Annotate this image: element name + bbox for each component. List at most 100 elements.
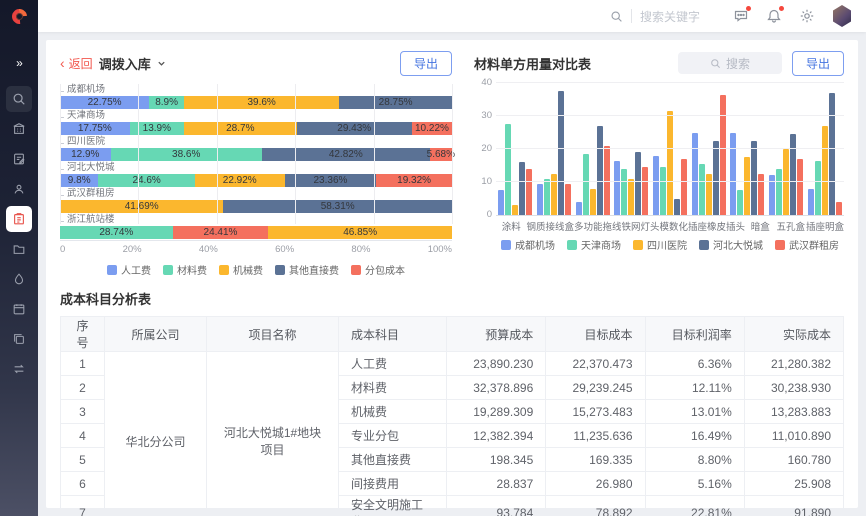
bar[interactable] (737, 190, 744, 215)
legend-item[interactable]: 成都机场 (501, 237, 555, 252)
back-arrow-icon[interactable]: ‹ (60, 55, 65, 71)
user-avatar[interactable] (833, 5, 851, 27)
bar[interactable] (705, 173, 712, 215)
sidebar-item-user[interactable] (6, 176, 32, 202)
bar[interactable] (769, 175, 776, 215)
bar-group-label: 河北大悦城 (60, 162, 452, 174)
export-button[interactable]: 导出 (399, 50, 452, 76)
table-row[interactable]: 4 专业分包 12,382.394 11,235.636 16.49% 11,010.89… (60, 423, 845, 448)
app-logo[interactable] (0, 0, 38, 32)
chevron-down-icon[interactable] (157, 59, 166, 68)
bar[interactable] (621, 168, 628, 215)
bar[interactable] (712, 140, 719, 215)
bar[interactable] (565, 183, 571, 215)
message-icon[interactable] (733, 6, 751, 24)
bar[interactable] (698, 163, 705, 215)
bar[interactable] (783, 149, 790, 215)
bar[interactable] (821, 125, 828, 215)
table-title: 成本科目分析表 (60, 292, 152, 307)
bar[interactable] (582, 153, 589, 215)
bar[interactable] (751, 140, 758, 215)
table-row[interactable]: 2 材料费 32,378.896 29,239.245 12.11% 30,238.930 (60, 375, 845, 400)
sidebar-collapse-icon[interactable]: » (16, 56, 23, 70)
stacked-bar[interactable]: 17.75% 13.9% 28.7% 29.43% 10.22% (60, 122, 452, 135)
sidebar-item-document[interactable] (6, 146, 32, 172)
sidebar-item-transfer[interactable] (6, 356, 32, 382)
bar[interactable] (660, 167, 667, 215)
bar[interactable] (835, 201, 842, 215)
sidebar-item-search[interactable] (6, 86, 32, 112)
sidebar-item-company[interactable] (6, 116, 32, 142)
table-row[interactable]: 1 华北分公司 河北大悦城1#地块项目 人工费 23,890.230 22,370.473… (60, 351, 845, 516)
gridline (496, 82, 844, 83)
bar[interactable] (828, 92, 835, 215)
legend-item[interactable]: 河北大悦城 (699, 237, 763, 252)
stacked-bar[interactable]: 12.9% 38.6% 42.82% 5.68% (60, 148, 455, 161)
bar[interactable] (551, 173, 557, 215)
legend-item[interactable]: 天津商场 (567, 237, 621, 252)
bar[interactable] (558, 91, 564, 215)
bar[interactable] (498, 190, 505, 215)
bar[interactable] (674, 198, 681, 215)
bar[interactable] (797, 158, 804, 215)
sidebar-item-folder[interactable] (6, 236, 32, 262)
sidebar-item-copy[interactable] (6, 326, 32, 352)
bar[interactable] (628, 178, 635, 215)
bar[interactable] (635, 152, 642, 215)
bar[interactable] (614, 160, 621, 215)
stacked-bar[interactable]: 41.69% 58.31% (60, 200, 452, 213)
bar[interactable] (596, 125, 603, 215)
cell-budget: 19,289.309 (445, 399, 547, 424)
bar[interactable] (790, 134, 797, 215)
sidebar-item-material[interactable] (6, 266, 32, 292)
bar[interactable] (544, 178, 550, 215)
bar[interactable] (505, 124, 512, 215)
bar[interactable] (776, 168, 783, 215)
legend-item[interactable]: 其他直接费 (275, 262, 339, 277)
table-row[interactable]: 3 机械费 19,289.309 15,273.483 13.01% 13,283.883 (60, 399, 845, 424)
legend-item[interactable]: 人工费 (107, 262, 151, 277)
bar[interactable] (807, 188, 814, 215)
bar[interactable] (603, 145, 610, 215)
legend-item[interactable]: 分包成本 (351, 262, 405, 277)
bar-group (689, 84, 728, 215)
legend-item[interactable]: 材料费 (163, 262, 207, 277)
sidebar-item-cost-active[interactable] (6, 206, 32, 232)
bar[interactable] (667, 111, 674, 215)
bar[interactable] (744, 157, 751, 215)
bell-icon[interactable] (766, 6, 784, 24)
legend-label: 材料费 (177, 266, 207, 277)
bar-segment: 28.75% (339, 96, 452, 109)
bar[interactable] (512, 205, 519, 215)
bar[interactable] (526, 168, 533, 215)
bar[interactable] (575, 201, 582, 215)
bar-segment: 42.82% (261, 148, 430, 161)
bar[interactable] (730, 132, 737, 215)
global-search[interactable]: 搜索关键字 (610, 8, 700, 25)
bar[interactable] (589, 188, 596, 215)
bar[interactable] (537, 183, 543, 215)
bar[interactable] (653, 155, 660, 215)
bar[interactable] (758, 173, 765, 215)
legend-item[interactable]: 四川医院 (633, 237, 687, 252)
bar[interactable] (691, 132, 698, 215)
export-button[interactable]: 导出 (791, 50, 844, 76)
bar[interactable] (519, 162, 526, 215)
sidebar-item-calendar[interactable] (6, 296, 32, 322)
panel-search-input[interactable]: 搜索 (677, 52, 782, 74)
bar[interactable] (814, 160, 821, 215)
back-link[interactable]: 返回 (68, 56, 93, 71)
legend-item[interactable]: 武汉群租房 (775, 237, 839, 252)
column-header: 序号 (60, 316, 105, 352)
bar[interactable] (642, 167, 649, 215)
gear-icon[interactable] (799, 8, 815, 24)
table-row[interactable]: 5 其他直接费 198.345 169.335 8.80% 160.780 (60, 447, 845, 472)
legend-item[interactable]: 机械费 (219, 262, 263, 277)
bar[interactable] (681, 158, 688, 215)
bar-segment: 29.43% (296, 122, 412, 135)
bar[interactable] (719, 94, 726, 215)
stacked-bar[interactable]: 28.74% 24.41% 46.85% (60, 226, 452, 239)
stacked-bar[interactable]: 9.8% 24.6% 22.92% 23.36% 19.32% (60, 174, 452, 187)
stacked-bar[interactable]: 22.75% 8.9% 39.6% 28.75% (60, 96, 452, 109)
